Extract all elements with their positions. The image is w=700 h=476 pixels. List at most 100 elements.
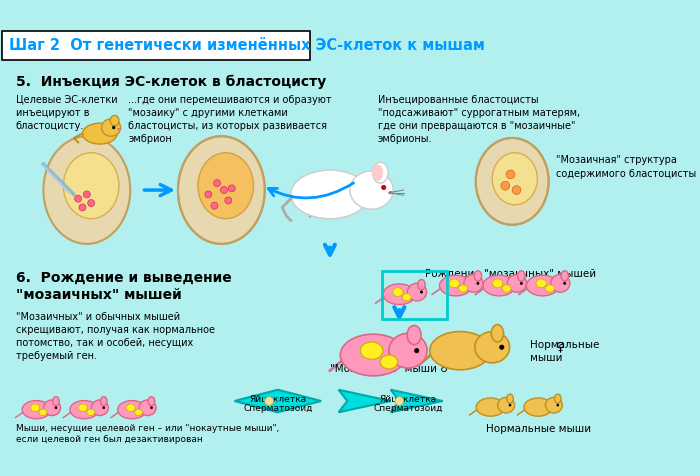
Ellipse shape	[198, 153, 253, 218]
Ellipse shape	[502, 285, 511, 292]
Ellipse shape	[43, 400, 61, 416]
Ellipse shape	[139, 400, 156, 416]
Ellipse shape	[118, 401, 146, 419]
Text: 5.  Инъекция ЭС-клеток в бластоцисту: 5. Инъекция ЭС-клеток в бластоцисту	[15, 75, 326, 89]
Text: ...где они перемешиваются и образуют
"мозаику" с другими клетками
бластоцисты, и: ...где они перемешиваются и образуют "мо…	[129, 95, 332, 144]
Ellipse shape	[491, 325, 503, 342]
Ellipse shape	[509, 404, 511, 406]
Ellipse shape	[372, 162, 388, 183]
Ellipse shape	[88, 199, 94, 207]
Ellipse shape	[382, 185, 386, 189]
Text: Сперматозоид: Сперматозоид	[373, 405, 442, 414]
Ellipse shape	[148, 397, 155, 406]
Ellipse shape	[483, 275, 515, 296]
Ellipse shape	[83, 191, 90, 198]
Ellipse shape	[134, 409, 142, 416]
Ellipse shape	[389, 191, 393, 194]
Ellipse shape	[205, 191, 212, 198]
Ellipse shape	[561, 271, 568, 281]
Ellipse shape	[265, 397, 274, 406]
Ellipse shape	[551, 275, 570, 292]
Text: Целевые ЭС-клетки
инъецируют в
бластоцисту...: Целевые ЭС-клетки инъецируют в бластоцис…	[15, 95, 118, 131]
Ellipse shape	[430, 332, 491, 370]
Ellipse shape	[508, 275, 526, 292]
Text: 6.  Рождение и выведение
"мозаичных" мышей: 6. Рождение и выведение "мозаичных" мыше…	[15, 271, 232, 302]
Ellipse shape	[477, 282, 479, 285]
Ellipse shape	[389, 333, 427, 368]
Ellipse shape	[395, 397, 404, 406]
Ellipse shape	[493, 279, 503, 288]
Ellipse shape	[103, 407, 105, 409]
Text: Шаг 2  От генетически изменённых ЭС-клеток к мышам: Шаг 2 От генетически изменённых ЭС-клето…	[8, 38, 484, 52]
Ellipse shape	[290, 170, 369, 218]
Ellipse shape	[564, 282, 566, 285]
Ellipse shape	[225, 197, 232, 204]
Polygon shape	[391, 390, 443, 412]
Ellipse shape	[228, 185, 235, 192]
Text: Мыши, несущие целевой ген – или "нокаутные мыши",
если целевой ген был дезактиви: Мыши, несущие целевой ген – или "нокаутн…	[15, 424, 279, 445]
Ellipse shape	[507, 394, 513, 403]
Ellipse shape	[220, 187, 228, 194]
Ellipse shape	[407, 283, 426, 301]
Ellipse shape	[360, 342, 383, 359]
Ellipse shape	[421, 291, 423, 293]
Ellipse shape	[492, 153, 538, 205]
Ellipse shape	[556, 404, 559, 406]
Ellipse shape	[55, 407, 57, 409]
Ellipse shape	[111, 115, 119, 126]
Text: "Мозаичные" мыши ♂: "Мозаичные" мыши ♂	[330, 364, 449, 374]
Polygon shape	[234, 390, 321, 412]
Ellipse shape	[178, 136, 265, 244]
Ellipse shape	[512, 186, 521, 194]
Ellipse shape	[402, 294, 411, 301]
Text: Сперматозоид: Сперматозоид	[243, 405, 312, 414]
Ellipse shape	[536, 279, 546, 288]
Ellipse shape	[64, 153, 119, 218]
Text: Яйцеклетка: Яйцеклетка	[379, 395, 437, 404]
Ellipse shape	[52, 397, 60, 406]
Ellipse shape	[449, 279, 459, 288]
Ellipse shape	[340, 334, 406, 376]
Ellipse shape	[554, 394, 561, 403]
Ellipse shape	[118, 129, 120, 130]
Polygon shape	[339, 390, 391, 412]
Ellipse shape	[440, 275, 472, 296]
Ellipse shape	[214, 179, 220, 187]
Text: Яйцеклетка: Яйцеклетка	[249, 395, 307, 404]
Text: Рождение "мозаичных" мышей: Рождение "мозаичных" мышей	[426, 268, 596, 278]
Text: ♀: ♀	[556, 340, 565, 353]
Ellipse shape	[101, 397, 107, 406]
Ellipse shape	[83, 123, 117, 144]
Ellipse shape	[372, 165, 383, 180]
Ellipse shape	[526, 275, 559, 296]
Text: "Мозаичная" структура
содержимого бластоцисты: "Мозаичная" структура содержимого бласто…	[556, 155, 696, 178]
Ellipse shape	[498, 397, 514, 413]
Text: "Мозаичных" и обычных мышей
скрещивают, получая как нормальное
потомство, так и : "Мозаичных" и обычных мышей скрещивают, …	[15, 312, 215, 361]
Ellipse shape	[520, 282, 522, 285]
Ellipse shape	[407, 326, 421, 345]
Ellipse shape	[500, 345, 504, 349]
Ellipse shape	[102, 119, 120, 136]
Ellipse shape	[211, 202, 218, 209]
Ellipse shape	[476, 398, 505, 416]
Ellipse shape	[501, 181, 510, 190]
Ellipse shape	[476, 138, 549, 225]
Ellipse shape	[545, 397, 562, 413]
Ellipse shape	[414, 348, 419, 353]
Ellipse shape	[78, 404, 88, 412]
Ellipse shape	[79, 204, 86, 211]
Ellipse shape	[22, 401, 51, 419]
Ellipse shape	[150, 407, 153, 409]
Ellipse shape	[383, 284, 416, 305]
Ellipse shape	[524, 398, 552, 416]
Ellipse shape	[92, 400, 108, 416]
Ellipse shape	[380, 355, 398, 369]
Ellipse shape	[545, 285, 554, 292]
Text: Нормальные мыши: Нормальные мыши	[486, 424, 592, 434]
Ellipse shape	[75, 195, 82, 202]
Ellipse shape	[350, 171, 393, 209]
Ellipse shape	[475, 332, 510, 363]
Ellipse shape	[418, 279, 425, 290]
Ellipse shape	[70, 401, 99, 419]
Ellipse shape	[464, 275, 483, 292]
